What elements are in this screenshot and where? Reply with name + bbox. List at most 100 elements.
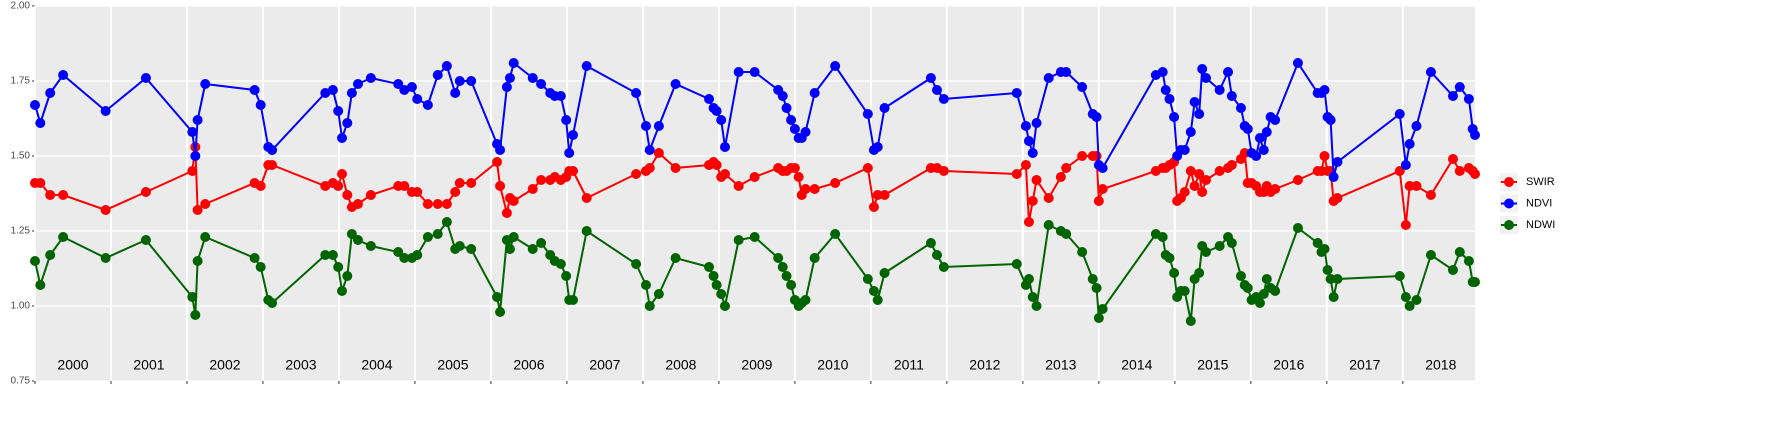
point bbox=[327, 85, 338, 95]
year-label: 2016 bbox=[1273, 357, 1304, 373]
point bbox=[399, 85, 410, 95]
point bbox=[1394, 166, 1405, 176]
point bbox=[45, 88, 56, 98]
point bbox=[1328, 292, 1339, 302]
y-tick-label: 1.75 bbox=[11, 76, 31, 87]
point bbox=[781, 271, 792, 281]
point bbox=[536, 175, 547, 185]
point bbox=[1463, 256, 1474, 266]
point bbox=[1425, 67, 1436, 77]
point bbox=[1097, 163, 1108, 173]
point bbox=[640, 280, 651, 290]
point bbox=[938, 262, 949, 272]
point bbox=[504, 244, 515, 254]
point bbox=[504, 73, 515, 83]
point bbox=[653, 121, 664, 131]
point bbox=[1011, 169, 1022, 179]
point bbox=[346, 88, 357, 98]
point bbox=[1023, 274, 1034, 284]
point bbox=[1189, 97, 1200, 107]
point bbox=[320, 181, 331, 191]
point bbox=[1043, 193, 1054, 203]
point bbox=[777, 262, 788, 272]
point bbox=[711, 280, 722, 290]
point bbox=[267, 298, 278, 308]
point bbox=[1214, 85, 1225, 95]
point bbox=[1179, 187, 1190, 197]
point bbox=[1400, 292, 1411, 302]
point bbox=[830, 61, 841, 71]
point bbox=[1169, 268, 1180, 278]
point bbox=[432, 70, 443, 80]
point bbox=[719, 301, 730, 311]
legend-dot bbox=[1504, 220, 1514, 230]
point bbox=[45, 190, 56, 200]
year-label: 2001 bbox=[133, 357, 164, 373]
year-label: 2006 bbox=[513, 357, 544, 373]
point bbox=[100, 253, 111, 263]
point bbox=[346, 229, 357, 239]
year-label: 2002 bbox=[209, 357, 240, 373]
year-label: 2005 bbox=[437, 357, 468, 373]
point bbox=[1194, 169, 1205, 179]
point bbox=[938, 166, 949, 176]
point bbox=[45, 250, 56, 260]
point bbox=[399, 253, 410, 263]
point bbox=[1325, 274, 1336, 284]
point bbox=[1200, 73, 1211, 83]
point bbox=[1463, 94, 1474, 104]
point bbox=[1194, 268, 1205, 278]
point bbox=[733, 67, 744, 77]
point bbox=[1027, 148, 1038, 158]
point bbox=[320, 88, 331, 98]
point bbox=[450, 88, 461, 98]
point bbox=[1043, 73, 1054, 83]
year-label: 2011 bbox=[894, 357, 924, 373]
point bbox=[1292, 58, 1303, 68]
point bbox=[365, 73, 376, 83]
point bbox=[393, 247, 404, 257]
point bbox=[1454, 82, 1465, 92]
point bbox=[399, 181, 410, 191]
point bbox=[255, 181, 266, 191]
point bbox=[719, 169, 730, 179]
point bbox=[1164, 94, 1175, 104]
point bbox=[1093, 196, 1104, 206]
point bbox=[749, 232, 760, 242]
point bbox=[640, 121, 651, 131]
point bbox=[704, 262, 715, 272]
point bbox=[342, 118, 353, 128]
point bbox=[495, 145, 506, 155]
point bbox=[1061, 163, 1072, 173]
point bbox=[352, 235, 363, 245]
point bbox=[1200, 175, 1211, 185]
point bbox=[800, 295, 811, 305]
year-label: 2017 bbox=[1349, 357, 1380, 373]
point bbox=[670, 163, 681, 173]
point bbox=[192, 256, 203, 266]
year-label: 2004 bbox=[361, 357, 392, 373]
point bbox=[872, 190, 883, 200]
point bbox=[1261, 274, 1272, 284]
point bbox=[336, 169, 347, 179]
point bbox=[255, 262, 266, 272]
point bbox=[1239, 148, 1250, 158]
point bbox=[1023, 136, 1034, 146]
point bbox=[140, 187, 151, 197]
point bbox=[1197, 187, 1208, 197]
year-label: 2015 bbox=[1197, 357, 1228, 373]
point bbox=[1251, 151, 1262, 161]
point bbox=[644, 145, 655, 155]
point bbox=[1400, 220, 1411, 230]
point bbox=[931, 250, 942, 260]
point bbox=[1226, 160, 1237, 170]
point bbox=[200, 232, 211, 242]
point bbox=[1454, 247, 1465, 257]
point bbox=[786, 280, 797, 290]
point bbox=[1319, 244, 1330, 254]
point bbox=[1242, 283, 1253, 293]
point bbox=[1164, 253, 1175, 263]
point bbox=[1425, 250, 1436, 260]
point bbox=[1091, 283, 1102, 293]
year-label: 2013 bbox=[1045, 357, 1076, 373]
